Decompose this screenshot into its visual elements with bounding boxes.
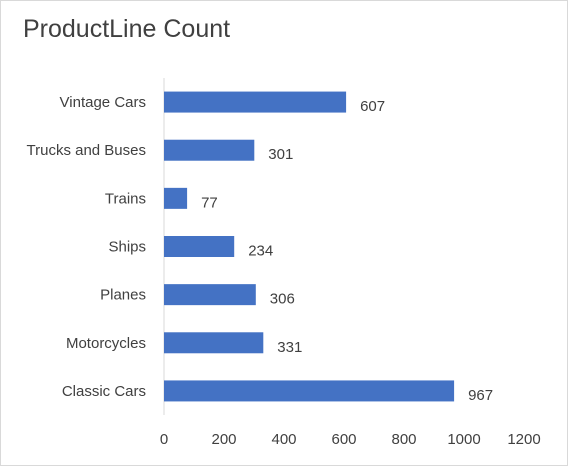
category-label: Trains	[105, 190, 146, 207]
data-label: 331	[277, 339, 302, 356]
data-label: 306	[270, 291, 295, 308]
x-tick-label: 0	[160, 431, 168, 448]
x-tick-label: 1200	[507, 431, 540, 448]
data-label: 967	[468, 387, 493, 404]
bar	[164, 236, 235, 257]
plot-area: Vintage Cars 607 Trucks and Buses 301 Trains…	[27, 78, 541, 448]
category-label: Trucks and Buses	[27, 142, 147, 159]
category-label: Vintage Cars	[60, 94, 146, 111]
bar	[164, 332, 264, 354]
data-label: 77	[201, 194, 218, 211]
bar	[164, 380, 455, 402]
bar	[164, 139, 255, 161]
x-tick-label: 1000	[447, 431, 480, 448]
category-label: Motorcycles	[66, 335, 146, 352]
data-label: 607	[360, 98, 385, 115]
bar	[164, 284, 256, 306]
bar	[164, 187, 188, 209]
x-tick-label: 200	[211, 431, 236, 448]
category-label: Classic Cars	[62, 383, 146, 400]
data-label: 234	[248, 243, 273, 260]
x-tick-label: 400	[271, 431, 296, 448]
chart-title: ProductLine Count	[23, 15, 231, 43]
x-tick-label: 600	[331, 431, 356, 448]
x-tick-label: 800	[391, 431, 416, 448]
data-label: 301	[268, 146, 293, 163]
bar	[164, 91, 347, 113]
category-label: Ships	[108, 239, 146, 256]
category-label: Planes	[100, 287, 146, 304]
